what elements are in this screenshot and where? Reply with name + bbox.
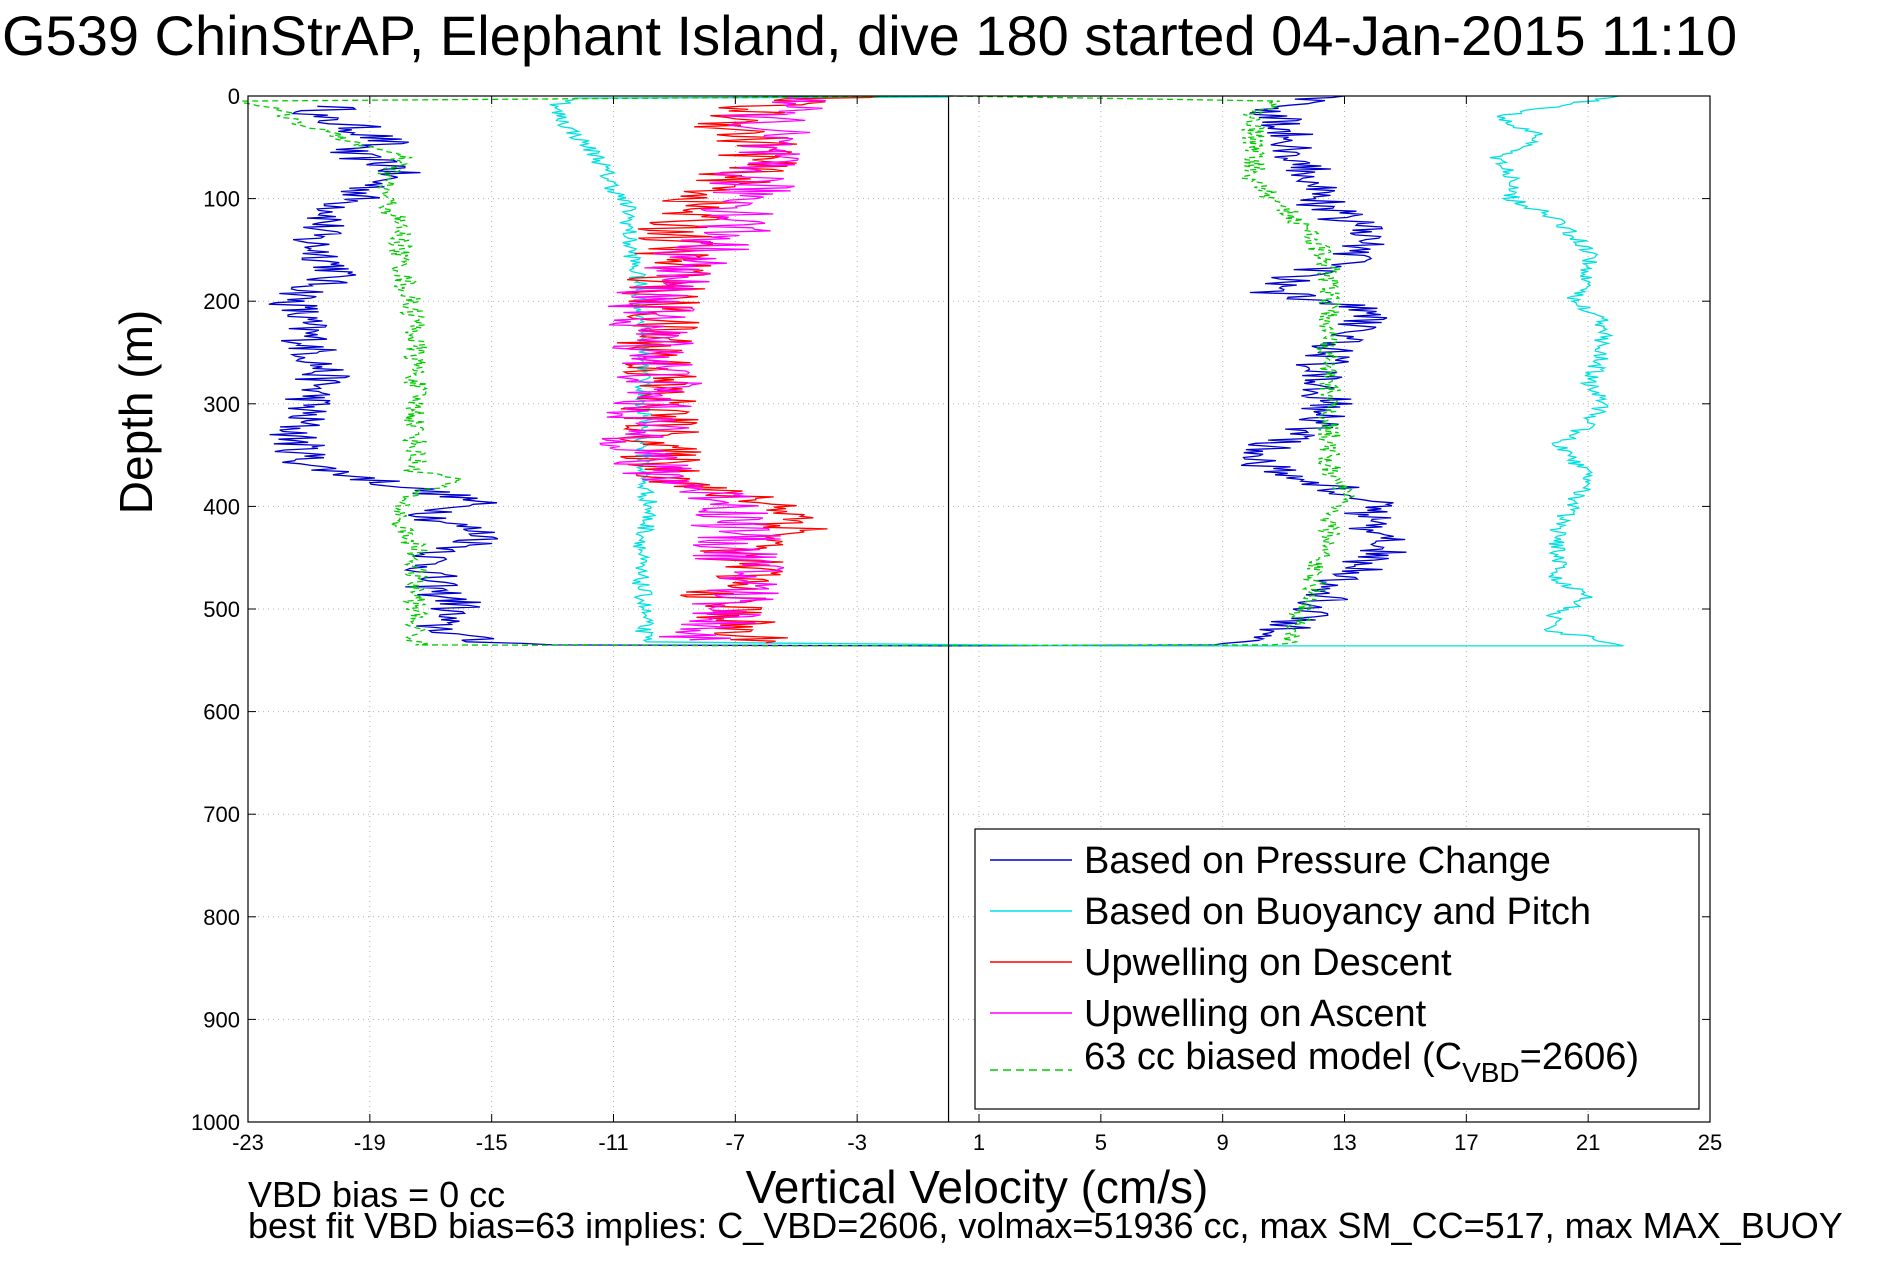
legend-label-buoyancy: Based on Buoyancy and Pitch [1084,891,1591,933]
x-tick-label: 17 [1454,1130,1478,1155]
series-line-upwelling-on-ascent [599,95,826,641]
series-line-upwelling-on-descent [616,95,882,644]
legend-label-ascent: Upwelling on Ascent [1084,993,1427,1035]
x-tick-label: -7 [726,1130,746,1155]
y-axis-ticks: 0 100 200 300 400 500 600 700 800 900 1000 [191,84,1710,1135]
x-tick-label: 1 [973,1130,985,1155]
x-tick-label: -3 [847,1130,867,1155]
legend-label-descent: Upwelling on Descent [1084,942,1452,984]
y-tick-label: 900 [203,1007,240,1032]
legend-label-pressure: Based on Pressure Change [1084,840,1551,882]
x-axis-ticks: -23 -19 -15 -11 -7 -3 1 5 9 13 17 21 25 [232,96,1722,1155]
y-tick-label: 300 [203,392,240,417]
x-tick-label: 9 [1217,1130,1229,1155]
legend-model-subscript: VBD [1462,1057,1520,1088]
x-axis-label: Vertical Velocity (cm/s) [746,1161,1209,1213]
y-tick-label: 700 [203,802,240,827]
y-tick-label: 400 [203,494,240,519]
y-axis-label: Depth (m) [110,310,162,514]
legend-label-model: 63 cc biased model (CVBD=2606) [1084,1036,1639,1088]
chart-title: G539 ChinStrAP, Elephant Island, dive 18… [2,4,1737,67]
series-line-based-on-pressure-change [268,95,1407,647]
x-tick-label: 25 [1698,1130,1722,1155]
legend-model-suffix: =2606) [1520,1036,1639,1078]
y-tick-label: 0 [228,84,240,109]
legend-model-prefix: 63 cc biased model (C [1084,1036,1462,1078]
x-tick-label: -19 [354,1130,386,1155]
y-tick-label: 100 [203,187,240,212]
x-tick-label: 5 [1095,1130,1107,1155]
x-tick-label: 21 [1576,1130,1600,1155]
legend: Based on Pressure Change Based on Buoyan… [974,828,1700,1110]
x-tick-label: 13 [1332,1130,1356,1155]
series-line-63-cc-biased-model-c-vbd-2606 [240,95,1355,647]
y-tick-label: 200 [203,289,240,314]
y-tick-label: 1000 [191,1110,240,1135]
x-tick-label: -11 [598,1130,628,1155]
x-tick-label: -23 [232,1130,264,1155]
vbd-bias-annotation: VBD bias = 0 cc [248,1174,505,1215]
x-tick-label: -15 [476,1130,508,1155]
y-tick-label: 800 [203,905,240,930]
series-lines [240,95,1624,647]
y-tick-label: 600 [203,700,240,725]
best-fit-annotation: best fit VBD bias=63 implies: C_VBD=2606… [248,1205,1843,1246]
y-tick-label: 500 [203,597,240,622]
legend-box [974,828,1700,1110]
